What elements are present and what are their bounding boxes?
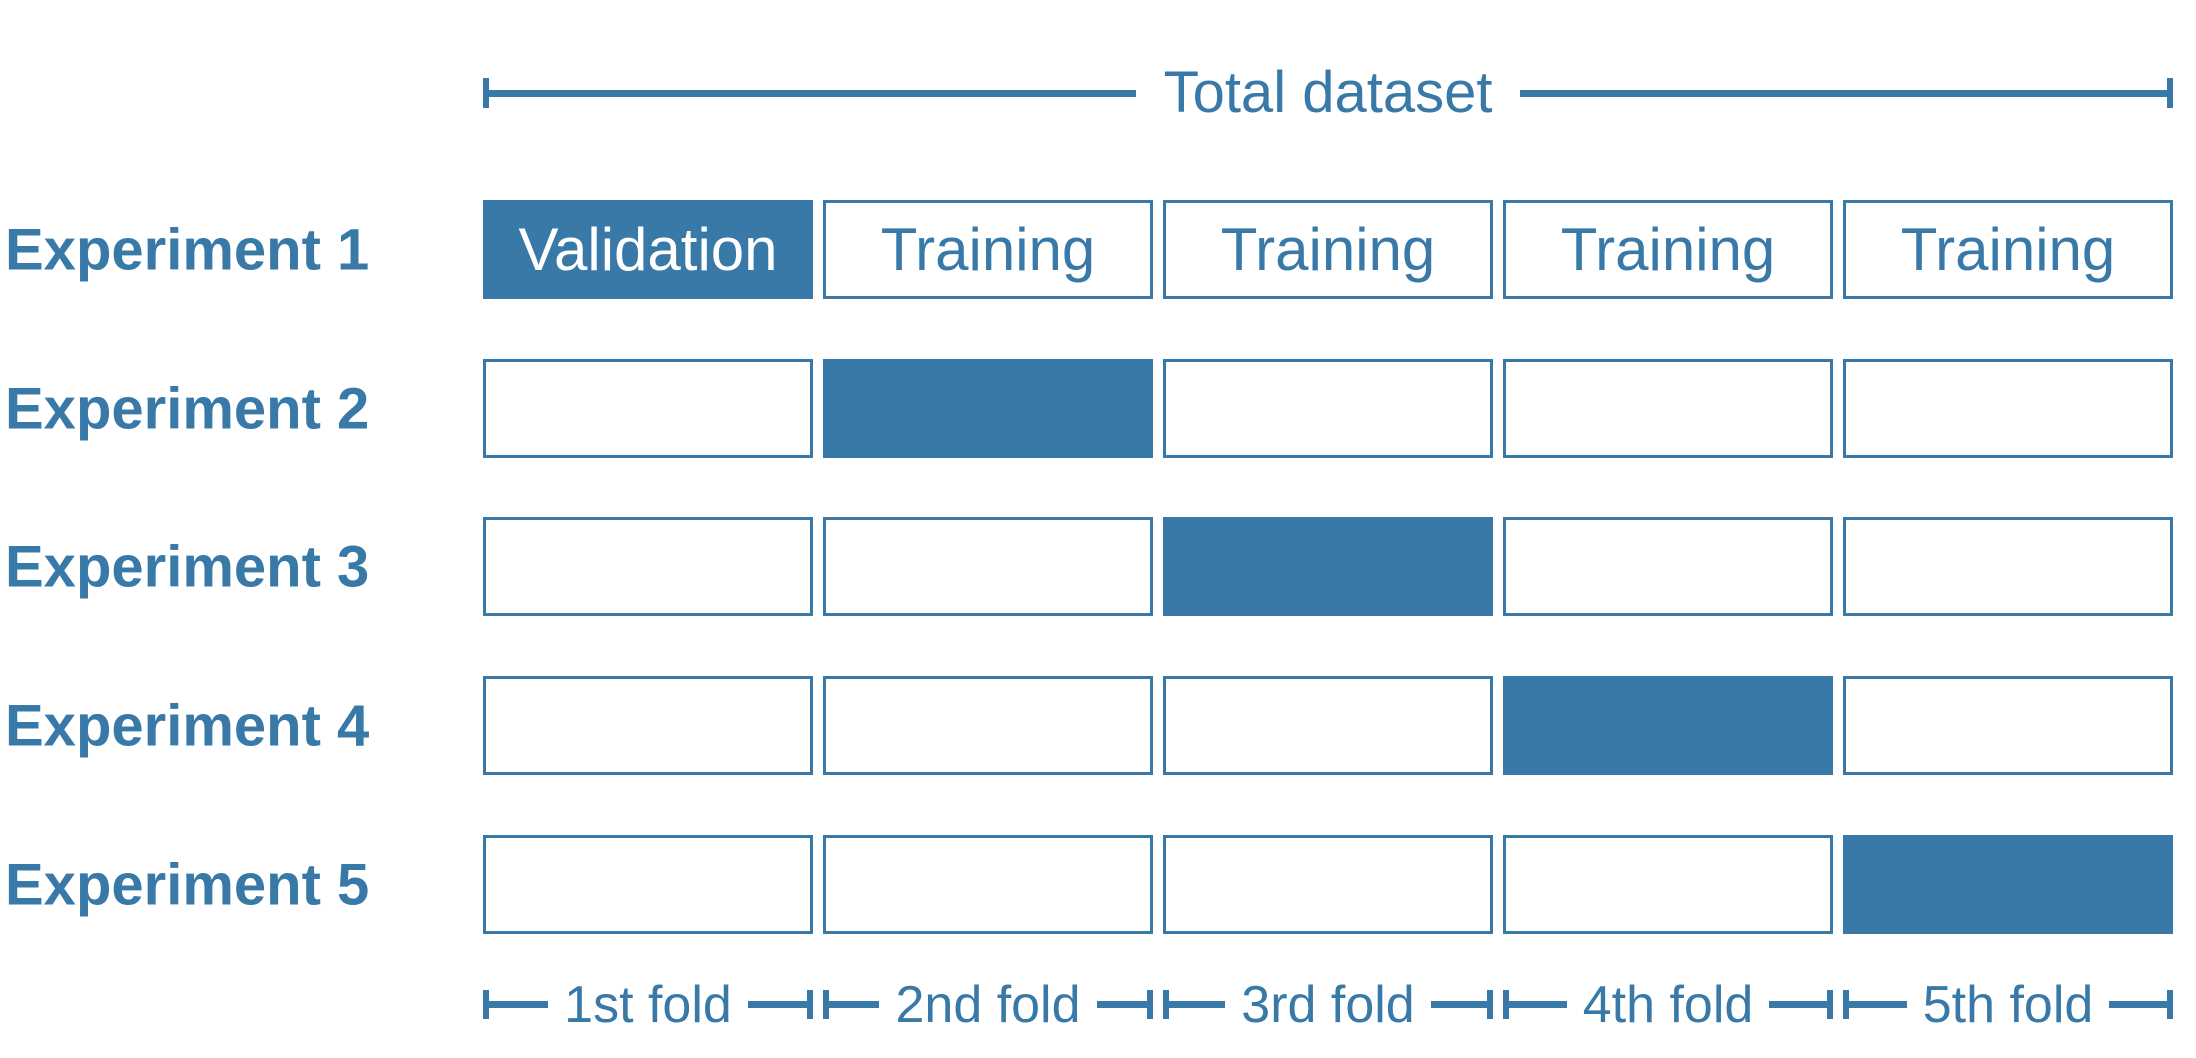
fold-grid: Validation Training Training Training Traini… bbox=[483, 200, 2173, 299]
bracket-left-line bbox=[489, 89, 1136, 97]
fold-right-tick-icon bbox=[1147, 990, 1154, 1019]
fold-right-tick-icon bbox=[807, 990, 813, 1019]
fold-right-tick-icon bbox=[1487, 990, 1494, 1019]
fold-label: 3rd fold bbox=[1241, 975, 1415, 1034]
fold-label: 1st fold bbox=[564, 975, 732, 1034]
training-cell bbox=[1843, 676, 2173, 775]
fold-right-tick-icon bbox=[1827, 990, 1834, 1019]
fold-label: 4th fold bbox=[1582, 975, 1754, 1034]
training-cell: Training bbox=[823, 200, 1153, 299]
experiment-label: Experiment 3 bbox=[5, 534, 370, 599]
fold-left-tick-icon bbox=[1503, 990, 1509, 1019]
training-cell bbox=[1843, 517, 2173, 616]
bracket-right-line bbox=[1520, 89, 2168, 97]
training-cell bbox=[1503, 517, 1833, 616]
fold-grid bbox=[483, 517, 2173, 616]
experiment-label: Experiment 4 bbox=[5, 693, 370, 758]
validation-cell bbox=[1163, 517, 1493, 616]
fold-left-line bbox=[489, 1001, 549, 1008]
experiment-row: Experiment 3 bbox=[0, 517, 2196, 616]
training-cell bbox=[483, 676, 813, 775]
validation-cell bbox=[1843, 835, 2173, 934]
bracket-right-tick-icon bbox=[2167, 78, 2174, 108]
experiment-row: Experiment 5 bbox=[0, 835, 2196, 934]
experiment-label: Experiment 5 bbox=[5, 852, 370, 917]
fold-ruler-cell: 1st fold bbox=[483, 971, 813, 1038]
bracket-left-tick-icon bbox=[483, 78, 489, 108]
total-dataset-bracket: Total dataset bbox=[483, 60, 2174, 125]
validation-cell bbox=[1503, 676, 1833, 775]
validation-cell bbox=[823, 359, 1153, 458]
fold-left-tick-icon bbox=[1843, 990, 1849, 1019]
fold-left-line bbox=[1849, 1001, 1907, 1008]
fold-left-tick-icon bbox=[1163, 990, 1169, 1019]
fold-left-line bbox=[1509, 1001, 1567, 1008]
fold-ruler-cell: 3rd fold bbox=[1163, 971, 1494, 1038]
fold-ruler-cell: 4th fold bbox=[1503, 971, 1834, 1038]
fold-right-line bbox=[1769, 1001, 1828, 1008]
experiment-row: Experiment 4 bbox=[0, 676, 2196, 775]
training-cell bbox=[1163, 359, 1493, 458]
training-cell bbox=[1503, 359, 1833, 458]
fold-right-line bbox=[1096, 1001, 1148, 1008]
training-cell bbox=[483, 517, 813, 616]
training-cell bbox=[1163, 835, 1493, 934]
experiment-row: Experiment 1 Validation Training Training Tr… bbox=[0, 200, 2196, 299]
fold-right-line bbox=[1430, 1001, 1488, 1008]
fold-grid bbox=[483, 359, 2173, 458]
fold-ruler: 1st fold 2nd fold 3rd fold 4th fold 5th fold bbox=[483, 971, 2174, 1038]
fold-grid bbox=[483, 835, 2173, 934]
fold-left-line bbox=[829, 1001, 880, 1008]
training-cell bbox=[1503, 835, 1833, 934]
fold-left-tick-icon bbox=[823, 990, 829, 1019]
training-cell bbox=[1843, 359, 2173, 458]
training-cell bbox=[823, 676, 1153, 775]
fold-right-line bbox=[747, 1001, 807, 1008]
training-cell bbox=[1163, 676, 1493, 775]
training-cell: Training bbox=[1163, 200, 1493, 299]
fold-label: 5th fold bbox=[1922, 975, 2094, 1034]
fold-right-line bbox=[2109, 1001, 2168, 1008]
fold-label: 2nd fold bbox=[895, 975, 1081, 1034]
experiment-label: Experiment 1 bbox=[5, 217, 370, 282]
training-cell: Training bbox=[1503, 200, 1833, 299]
fold-left-tick-icon bbox=[483, 990, 489, 1019]
training-cell bbox=[823, 517, 1153, 616]
validation-cell: Validation bbox=[483, 200, 813, 299]
fold-ruler-cell: 5th fold bbox=[1843, 971, 2174, 1038]
total-dataset-label: Total dataset bbox=[1163, 60, 1493, 125]
training-cell bbox=[823, 835, 1153, 934]
training-cell bbox=[483, 835, 813, 934]
experiment-label: Experiment 2 bbox=[5, 376, 370, 441]
fold-ruler-cell: 2nd fold bbox=[823, 971, 1154, 1038]
fold-right-tick-icon bbox=[2167, 990, 2174, 1019]
fold-left-line bbox=[1169, 1001, 1226, 1008]
training-cell bbox=[483, 359, 813, 458]
fold-grid bbox=[483, 676, 2173, 775]
experiment-row: Experiment 2 bbox=[0, 359, 2196, 458]
training-cell: Training bbox=[1843, 200, 2173, 299]
